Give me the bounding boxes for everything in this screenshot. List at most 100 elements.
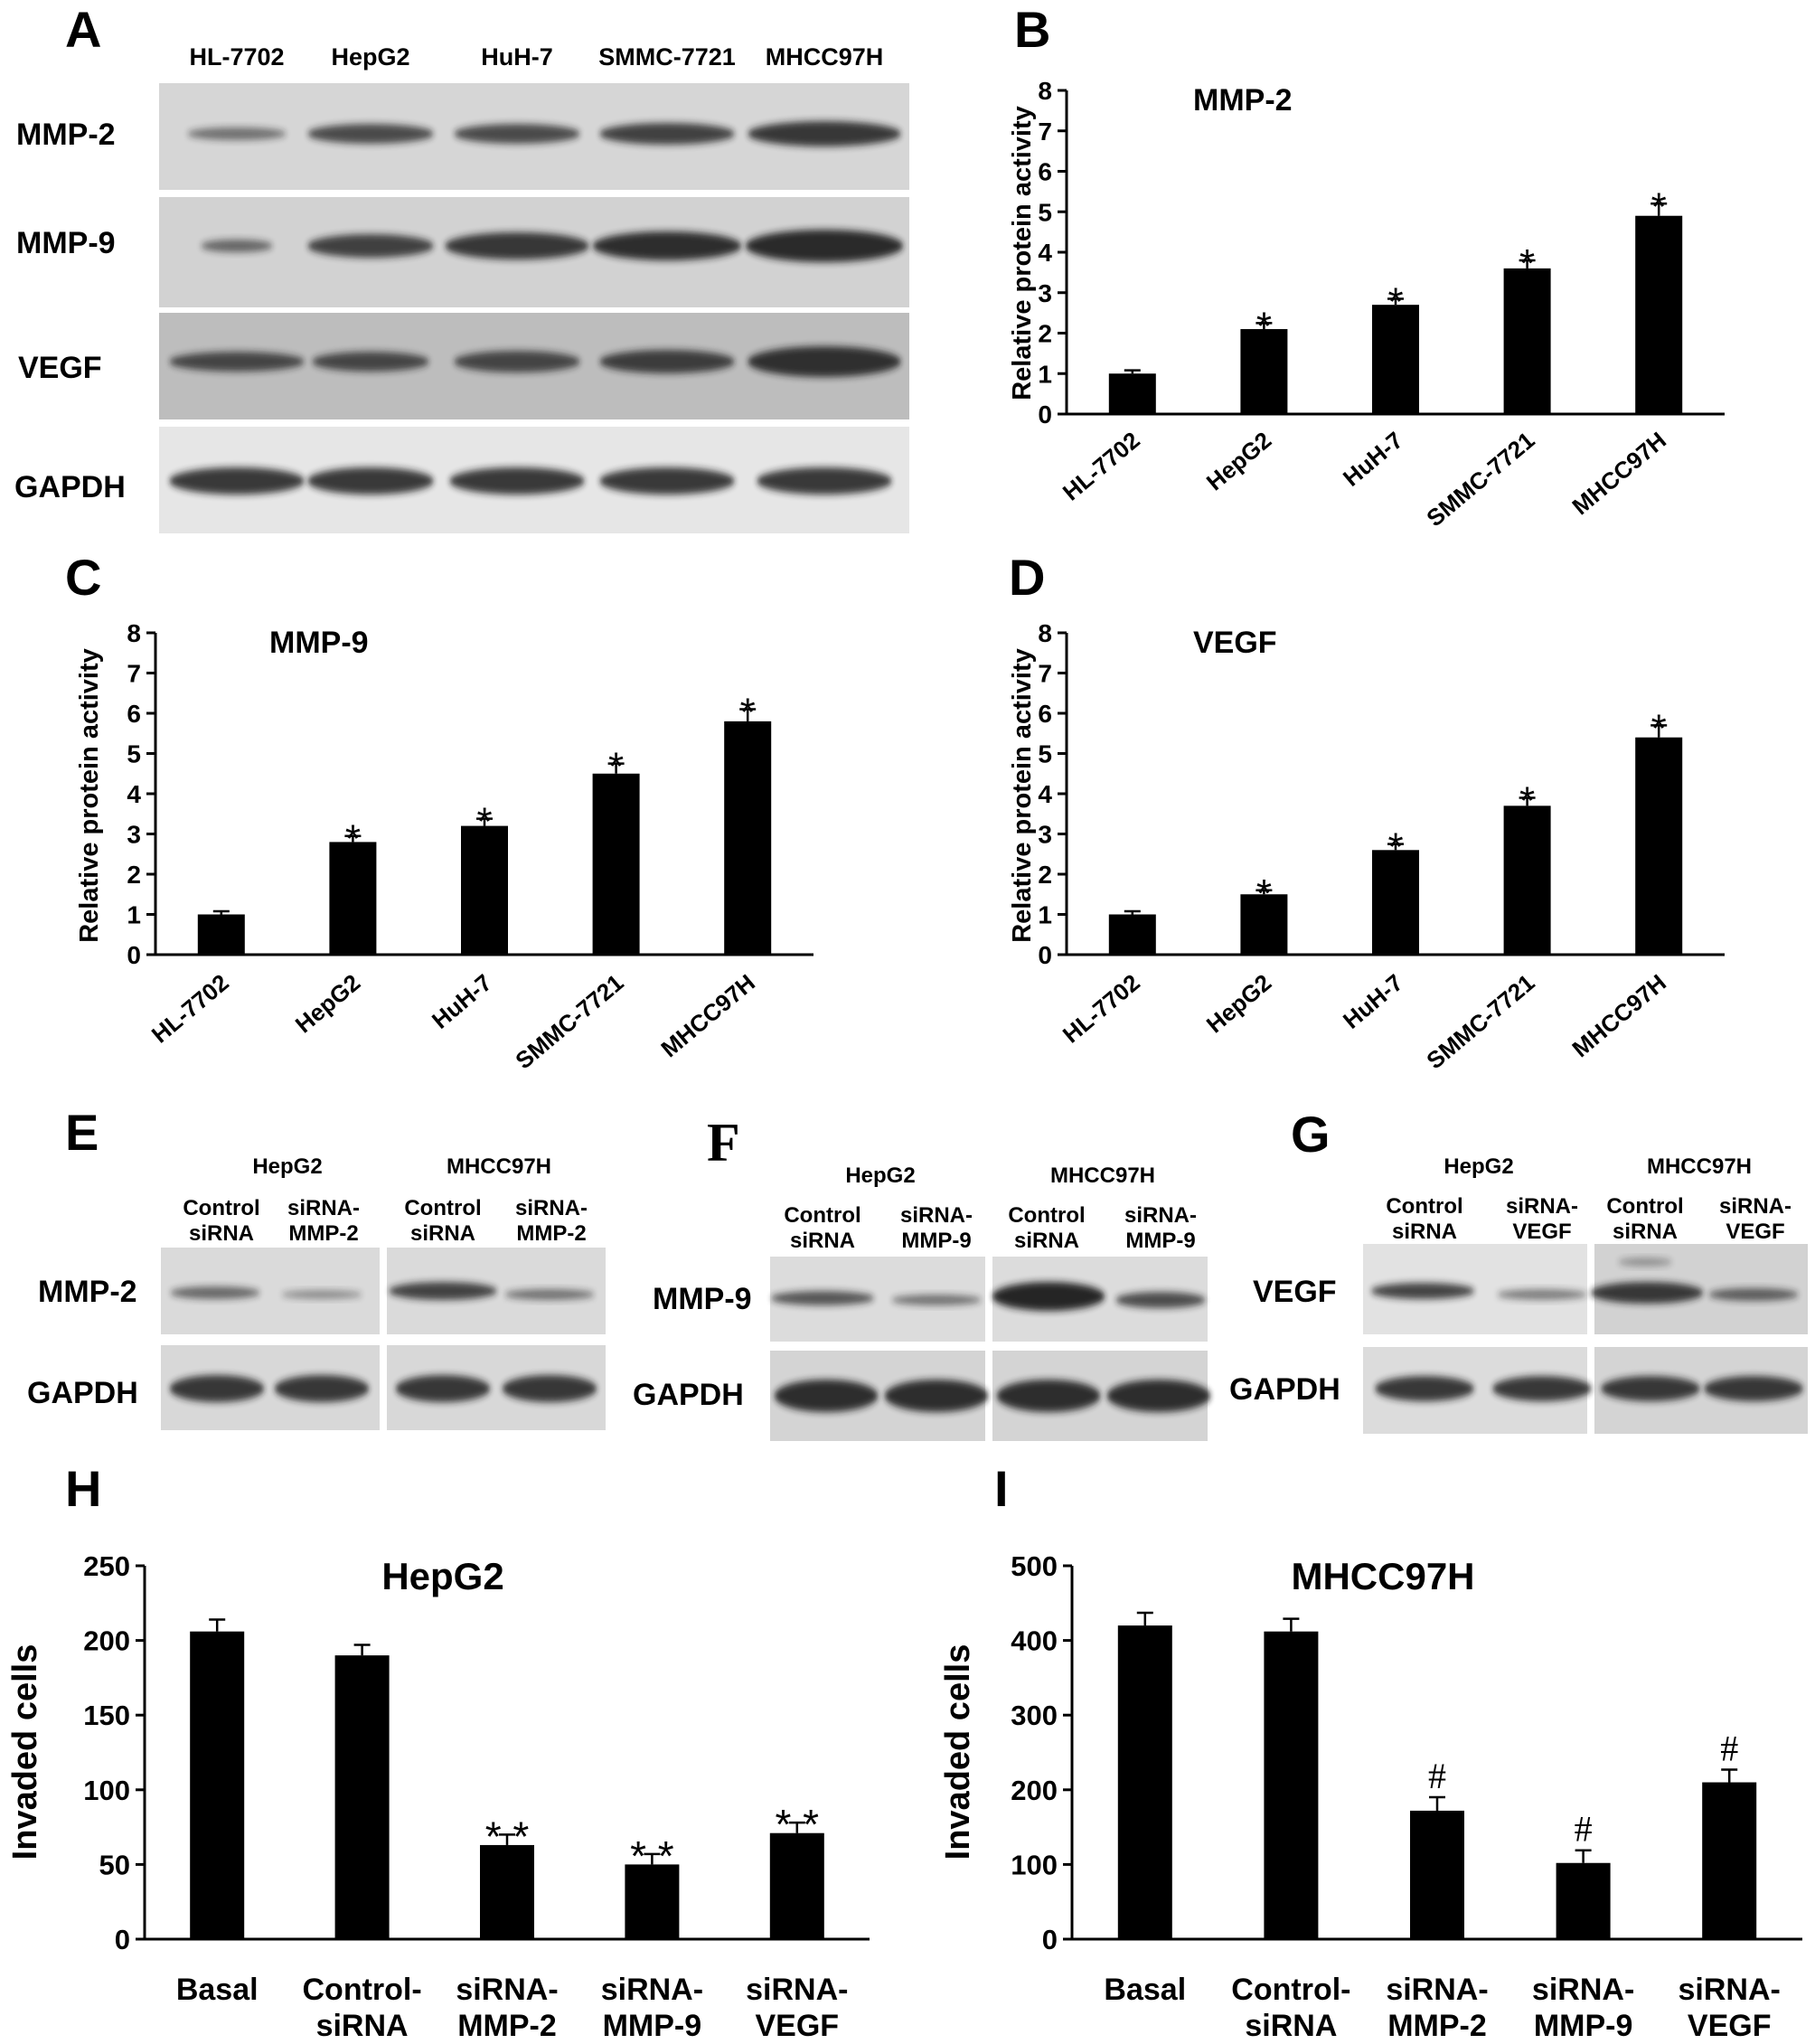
lane-label: Control <box>1606 1194 1683 1219</box>
y-tick-label: 6 <box>1038 700 1052 728</box>
category-label: HepG2 <box>1201 427 1276 496</box>
y-tick-label: 0 <box>1042 1924 1058 1955</box>
panel-label-g: G <box>1291 1106 1331 1163</box>
row-label: GAPDH <box>14 470 126 504</box>
lane-label: MMP-9 <box>1125 1229 1195 1253</box>
y-axis-label: Relative protein activity <box>75 648 104 943</box>
blot-band <box>281 1290 362 1299</box>
row-label: MMP-2 <box>38 1275 137 1309</box>
y-tick-label: 7 <box>1038 660 1052 688</box>
y-tick-label: 0 <box>1038 400 1052 429</box>
category-label: SMMC-7721 <box>1421 969 1539 1075</box>
blot-band <box>599 467 735 495</box>
chart-title: MMP-2 <box>1193 83 1293 118</box>
lane-label: siRNA- <box>900 1203 973 1228</box>
y-tick-label: 200 <box>1011 1775 1058 1806</box>
significance-marker: * * <box>776 1801 820 1848</box>
category-label: HepG2 <box>1201 969 1276 1039</box>
bar <box>334 1655 390 1939</box>
bar <box>1108 373 1156 414</box>
category-label: VEGF <box>756 2009 840 2043</box>
significance-marker: * <box>1387 825 1403 870</box>
category-label: siRNA- <box>1386 1973 1488 2007</box>
blot-band <box>592 231 742 260</box>
panel-f: F HepG2 MHCC97H Control siRNA siRNA- MMP… <box>633 1113 1211 1441</box>
bar <box>480 1844 534 1939</box>
lane-label: siRNA- <box>1719 1194 1791 1219</box>
significance-marker: * <box>1256 871 1272 916</box>
row-label: VEGF <box>1253 1275 1337 1309</box>
blot-e-membranes <box>161 1248 606 1430</box>
panel-label-e: E <box>65 1104 99 1161</box>
bar <box>1635 737 1683 955</box>
y-tick-label: 4 <box>1038 780 1052 808</box>
row-label: VEGF <box>18 351 102 385</box>
blot-band <box>770 1291 875 1305</box>
bar <box>1556 1862 1611 1939</box>
row-label: MMP-9 <box>653 1282 752 1316</box>
blot-band <box>884 1380 989 1412</box>
bar <box>1410 1810 1464 1939</box>
lane-label: siRNA- <box>287 1196 360 1220</box>
lane-label: siRNA <box>1014 1229 1079 1253</box>
category-label: HuH-7 <box>1338 427 1408 492</box>
bar <box>625 1864 680 1939</box>
significance-marker: * <box>345 817 361 862</box>
y-tick-label: 2 <box>1038 861 1052 889</box>
category-label: siRNA- <box>1679 1973 1781 2007</box>
y-axis-label: Relative protein activity <box>1008 106 1037 400</box>
group-label: HepG2 <box>845 1163 915 1188</box>
y-axis-label: Relative protein activity <box>1008 648 1037 943</box>
y-tick-label: 4 <box>1038 239 1052 267</box>
blot-band <box>187 127 287 140</box>
panel-label-h: H <box>65 1460 101 1517</box>
lane-label: MMP-2 <box>516 1221 586 1246</box>
panel-label-c: C <box>65 549 101 606</box>
category-label: SMMC-7721 <box>1421 427 1539 532</box>
row-label: GAPDH <box>1229 1372 1340 1407</box>
y-axis-label: Invaded cells <box>939 1644 977 1860</box>
chart-i: MHCC97H 0 100 200 300 400 500 Invaded cells Basa… <box>939 1550 1802 2043</box>
lane-label: siRNA <box>189 1221 254 1246</box>
blot-band <box>445 232 589 259</box>
group-label: HepG2 <box>1444 1154 1513 1179</box>
bar <box>592 773 640 955</box>
panel-label-d: D <box>1009 549 1045 606</box>
category-label: MHCC97H <box>1566 427 1671 521</box>
y-tick-label: 200 <box>83 1625 130 1657</box>
y-tick-label: 400 <box>1011 1625 1058 1657</box>
y-tick-label: 3 <box>1038 279 1052 307</box>
significance-marker: * <box>1651 706 1667 750</box>
group-label: MHCC97H <box>1050 1163 1155 1188</box>
lane-label: siRNA- <box>515 1196 588 1220</box>
bar <box>1240 329 1288 414</box>
bar <box>1108 914 1156 955</box>
y-axis-label: Invaded cells <box>6 1644 44 1860</box>
lane-label: Control <box>1386 1194 1462 1219</box>
blot-band <box>1115 1292 1206 1308</box>
significance-marker: * <box>1519 241 1535 286</box>
y-tick-label: 5 <box>1038 740 1052 768</box>
y-tick-label: 150 <box>83 1700 130 1731</box>
y-tick-label: 0 <box>115 1924 130 1955</box>
bar <box>1372 305 1419 414</box>
y-tick-label: 1 <box>1038 901 1052 929</box>
category-label: MMP-2 <box>1387 2009 1487 2043</box>
lane-label: siRNA <box>1613 1220 1678 1244</box>
blot-band <box>599 123 735 145</box>
significance-marker: # <box>1575 1809 1593 1850</box>
lane-label: siRNA <box>1392 1220 1457 1244</box>
category-label: MMP-9 <box>1534 2009 1633 2043</box>
blot-band <box>745 230 904 262</box>
blot-band <box>312 352 429 372</box>
y-tick-label: 6 <box>1038 158 1052 186</box>
blot-band <box>395 1375 491 1402</box>
panel-label-i: I <box>994 1460 1009 1517</box>
significance-marker: * <box>740 691 756 735</box>
category-label: Control- <box>1231 1973 1350 2007</box>
lane-label: VEGF <box>1726 1220 1784 1244</box>
category-label: HL-7702 <box>1058 427 1145 506</box>
